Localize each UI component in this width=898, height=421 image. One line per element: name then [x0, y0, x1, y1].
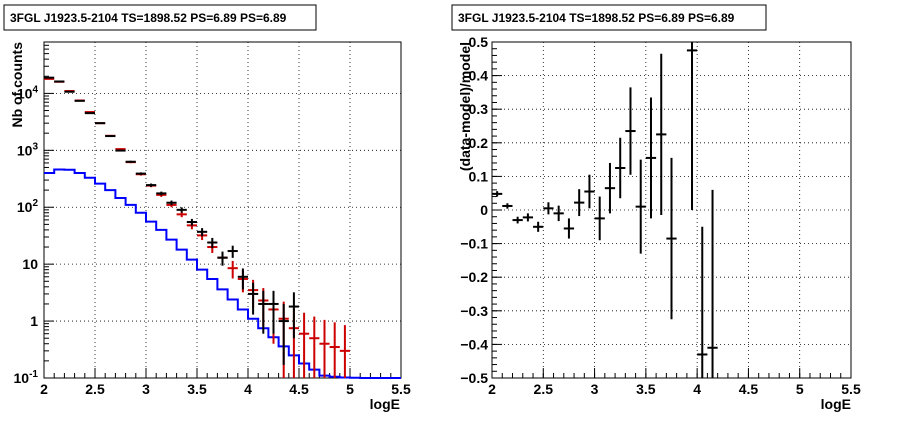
x-tick-label: 3.5 — [636, 381, 656, 397]
y-tick-label: −0.2 — [460, 269, 488, 285]
counts-y-axis-label: Nb of counts — [9, 42, 25, 128]
y-tick-label: 1 — [30, 313, 38, 329]
counts-ticks — [43, 44, 402, 379]
x-tick-label: 5.5 — [391, 381, 411, 397]
counts-panel: 3FGL J1923.5-2104 TS=1898.52 PS=6.89 PS=… — [3, 4, 411, 412]
residual-grid — [492, 42, 851, 378]
counts-x-axis-label: logE — [370, 396, 400, 412]
y-tick-label: 104 — [17, 84, 39, 101]
y-tick-label: 0.1 — [469, 168, 489, 184]
counts-data — [44, 76, 401, 379]
x-tick-label: 4 — [693, 381, 701, 397]
y-tick-label: 103 — [17, 141, 39, 158]
x-tick-label: 2.5 — [534, 381, 554, 397]
residual-title-box — [451, 4, 767, 31]
residual-x-axis-label: logE — [821, 396, 851, 412]
y-tick-label: 10-1 — [14, 369, 39, 386]
counts-frame — [43, 41, 402, 379]
x-tick-label: 2.5 — [85, 381, 105, 397]
y-tick-label: −0.4 — [460, 336, 488, 352]
x-tick-label: 2 — [40, 381, 48, 397]
residual-panel: 3FGL J1923.5-2104 TS=1898.52 PS=6.89 PS=… — [451, 4, 861, 412]
x-tick-label: 3 — [142, 381, 150, 397]
counts-title: 3FGL J1923.5-2104 TS=1898.52 PS=6.89 PS=… — [10, 11, 287, 25]
y-tick-label: −0.5 — [460, 370, 488, 386]
residual-data — [492, 42, 718, 378]
x-tick-label: 4.5 — [289, 381, 309, 397]
x-tick-label: 4.5 — [739, 381, 759, 397]
x-tick-label: 4 — [244, 381, 252, 397]
residual-ticks — [491, 41, 852, 379]
x-tick-label: 3 — [591, 381, 599, 397]
y-tick-label: −0.3 — [460, 303, 488, 319]
residual-y-axis-label: (data-model)/model — [457, 42, 473, 171]
residual-title: 3FGL J1923.5-2104 TS=1898.52 PS=6.89 PS=… — [458, 11, 735, 25]
counts-title-box — [3, 4, 317, 31]
counts-tick-labels: 2 2.5 3 3.5 4 4.5 5 5.5 10-1 1 10 102 103 104 — [14, 84, 411, 397]
x-tick-label: 5 — [346, 381, 354, 397]
x-tick-label: 3.5 — [187, 381, 207, 397]
y-tick-label: 10 — [22, 256, 38, 272]
counts-grid — [44, 42, 401, 378]
y-tick-label: 0.2 — [469, 135, 489, 151]
y-tick-label: 0.4 — [469, 68, 489, 84]
y-tick-label: 0 — [480, 202, 488, 218]
x-tick-label: 2 — [488, 381, 496, 397]
x-tick-label: 5 — [796, 381, 804, 397]
y-tick-label: 0.3 — [469, 101, 489, 117]
model-histogram-line — [44, 168, 401, 379]
x-tick-label: 5.5 — [841, 381, 861, 397]
residual-tick-labels: 2 2.5 3 3.5 4 4.5 5 5.5 0.5 0.4 0.3 0.2 0.1 0 −0.1 −0.2… — [460, 34, 861, 397]
y-tick-label: −0.1 — [460, 236, 488, 252]
y-tick-label: 0.5 — [469, 34, 489, 50]
y-tick-label: 102 — [17, 198, 39, 215]
